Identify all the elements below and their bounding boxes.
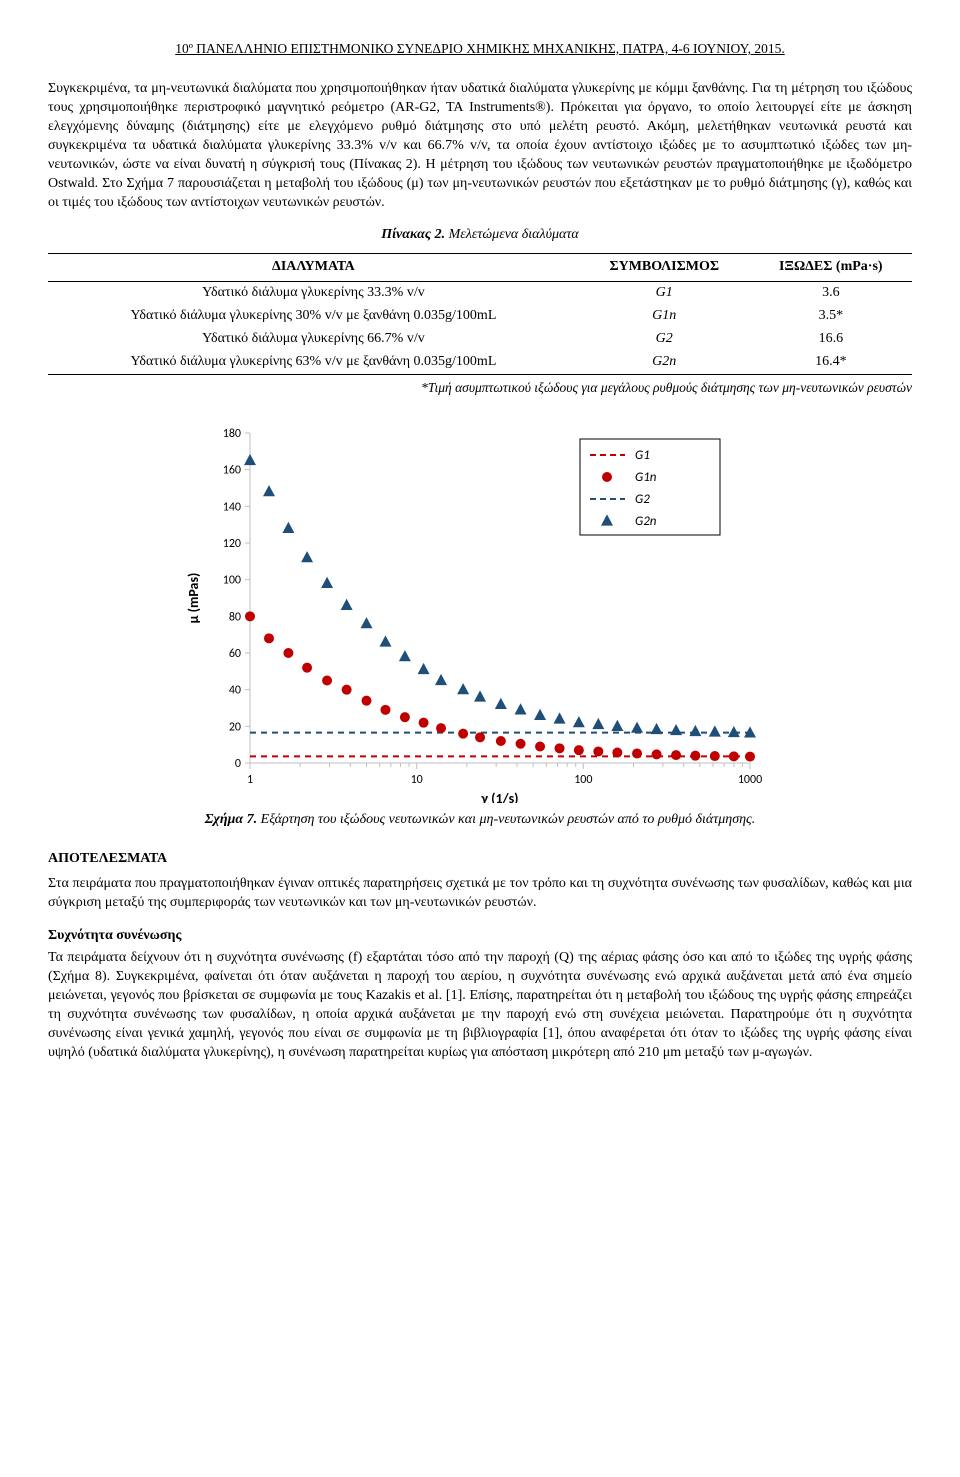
svg-text:G2: G2	[635, 492, 650, 507]
table-cell: 3.6	[750, 282, 912, 305]
table-cell: 3.5*	[750, 305, 912, 328]
results-paragraph: Στα πειράματα που πραγματοποιήθηκαν έγιν…	[48, 875, 912, 913]
table-caption-text: Μελετώμενα διαλύματα	[445, 227, 579, 242]
svg-text:10: 10	[411, 773, 423, 787]
svg-text:100: 100	[574, 773, 592, 787]
svg-text:μ (mPas): μ (mPas)	[185, 573, 202, 624]
svg-text:20: 20	[229, 720, 241, 734]
table-row: Υδατικό διάλυμα γλυκερίνης 66.7% v/vG216…	[48, 328, 912, 351]
svg-text:160: 160	[223, 464, 241, 478]
table-row: Υδατικό διάλυμα γλυκερίνης 33.3% v/vG13.…	[48, 282, 912, 305]
table-row: Υδατικό διάλυμα γλυκερίνης 30% v/v με ξα…	[48, 305, 912, 328]
table-cell: Υδατικό διάλυμα γλυκερίνης 30% v/v με ξα…	[48, 305, 579, 328]
svg-text:180: 180	[223, 427, 241, 441]
svg-text:G2n: G2n	[635, 514, 657, 529]
col-symbol: ΣΥΜΒΟΛΙΣΜΟΣ	[579, 254, 750, 282]
table-cell: 16.4*	[750, 351, 912, 374]
svg-text:100: 100	[223, 574, 241, 588]
table-cell: G2n	[579, 351, 750, 374]
col-solutions: ΔΙΑΛΥΜΑΤΑ	[48, 254, 579, 282]
subsection-heading: Συχνότητα συνένωσης	[48, 927, 912, 946]
svg-text:G1n: G1n	[635, 470, 657, 485]
figure-caption-label: Σχήμα 7.	[205, 812, 257, 827]
svg-text:140: 140	[223, 500, 241, 514]
intro-paragraph: Συγκεκριμένα, τα μη-νευτωνικά διαλύματα …	[48, 80, 912, 212]
table-header-row: ΔΙΑΛΥΜΑΤΑ ΣΥΜΒΟΛΙΣΜΟΣ ΙΞΩΔΕΣ (mPa·s)	[48, 254, 912, 282]
table-caption: Πίνακας 2. Μελετώμενα διαλύματα	[48, 226, 912, 245]
svg-text:80: 80	[229, 610, 241, 624]
table-cell: G2	[579, 328, 750, 351]
table-cell: Υδατικό διάλυμα γλυκερίνης 33.3% v/v	[48, 282, 579, 305]
table-cell: Υδατικό διάλυμα γλυκερίνης 66.7% v/v	[48, 328, 579, 351]
table-cell: 16.6	[750, 328, 912, 351]
table-caption-label: Πίνακας 2.	[381, 227, 445, 242]
svg-text:γ (1/s): γ (1/s)	[480, 790, 518, 803]
svg-text:1000: 1000	[738, 773, 762, 787]
solutions-table: ΔΙΑΛΥΜΑΤΑ ΣΥΜΒΟΛΙΣΜΟΣ ΙΞΩΔΕΣ (mPa·s) Υδα…	[48, 253, 912, 374]
table-cell: Υδατικό διάλυμα γλυκερίνης 63% v/v με ξα…	[48, 351, 579, 374]
svg-text:0: 0	[235, 757, 241, 771]
figure-caption-text: Εξάρτηση του ιξώδους νευτωνικών και μη-ν…	[257, 812, 755, 827]
coalescence-paragraph: Τα πειράματα δείχνουν ότι η συχνότητα συ…	[48, 949, 912, 1062]
table-row: Υδατικό διάλυμα γλυκερίνης 63% v/v με ξα…	[48, 351, 912, 374]
col-viscosity: ΙΞΩΔΕΣ (mPa·s)	[750, 254, 912, 282]
svg-text:60: 60	[229, 647, 241, 661]
table-cell: G1n	[579, 305, 750, 328]
svg-text:40: 40	[229, 684, 241, 698]
table-cell: G1	[579, 282, 750, 305]
svg-text:G1: G1	[635, 448, 650, 463]
figure-caption: Σχήμα 7. Εξάρτηση του ιξώδους νευτωνικών…	[48, 811, 912, 830]
chart-svg: 0 20 40 60 80 100 120 140 160 180 1 10 100 1000 γ (1/s…	[180, 423, 780, 803]
viscosity-chart: 0 20 40 60 80 100 120 140 160 180 1 10 100 1000 γ (1/s…	[180, 423, 780, 803]
results-heading: ΑΠΟΤΕΛΕΣΜΑΤΑ	[48, 850, 912, 869]
svg-text:120: 120	[223, 537, 241, 551]
page-header: 10º ΠΑΝΕΛΛΗΝΙΟ ΕΠΙΣΤΗΜΟΝΙΚΟ ΣΥΝΕΔΡΙΟ ΧΗΜ…	[48, 40, 912, 58]
svg-text:1: 1	[247, 773, 253, 787]
table-footnote: *Τιμή ασυμπτωτικού ιξώδους για μεγάλους …	[48, 379, 912, 397]
